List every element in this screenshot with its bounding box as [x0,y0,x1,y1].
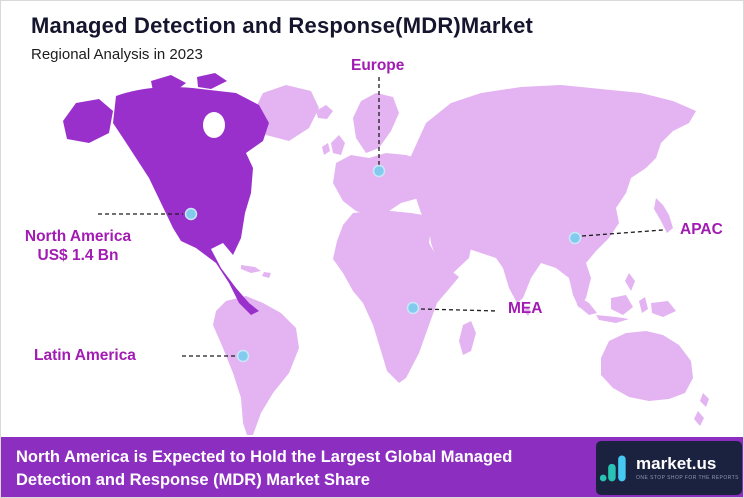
region-label-mea: MEA [508,300,543,317]
connector-mea [420,308,499,312]
marketus-logo: market.us ONE STOP SHOP FOR THE REPORTS [596,441,742,495]
hudson-bay [203,112,225,138]
banner-line-2: Detection and Response (MDR) Market Shar… [16,471,370,490]
region-label-north-america: North America US$ 1.4 Bn [3,227,153,266]
continent-north-america [113,87,269,315]
header: Managed Detection and Response(MDR)Marke… [31,13,533,63]
arctic-islands [151,73,227,93]
logo-tagline: ONE STOP SHOP FOR THE REPORTS [636,475,739,481]
islands-southeast-asia [524,295,676,323]
marker-europe [372,164,386,178]
region-label-europe: Europe [351,57,405,74]
marker-mea [406,301,420,315]
page-subtitle: Regional Analysis in 2023 [31,46,203,63]
north-america-region [63,73,269,315]
region-label-apac: APAC [680,221,723,238]
continent-asia [409,85,696,308]
connectors [98,77,664,357]
continent-europe [316,93,439,216]
region-value-north-america: US$ 1.4 Bn [37,247,119,265]
marketus-logo-icon [599,455,626,482]
logo-name: market.us [636,454,717,473]
region-label-latin-america: Latin America [34,347,136,364]
logo-text: market.us ONE STOP SHOP FOR THE REPORTS [636,455,739,481]
banner-text: North America is Expected to Hold the La… [16,446,512,492]
continent-south-america [213,296,299,435]
light-regions [213,85,709,435]
continent-africa [333,210,476,383]
continent-australia [601,331,709,426]
marker-apac [568,231,582,245]
world-map [63,73,709,435]
alaska [63,99,113,143]
greenland [253,85,319,141]
marker-latin-america [236,349,250,363]
marker-north-america [184,207,198,221]
markers [184,164,582,363]
footer-banner: North America is Expected to Hold the La… [1,437,743,497]
page-title: Managed Detection and Response(MDR)Marke… [31,13,534,38]
region-name-north-america: North America [24,228,132,245]
banner-line-1: North America is Expected to Hold the La… [16,448,513,466]
islands-caribbean [241,265,271,278]
